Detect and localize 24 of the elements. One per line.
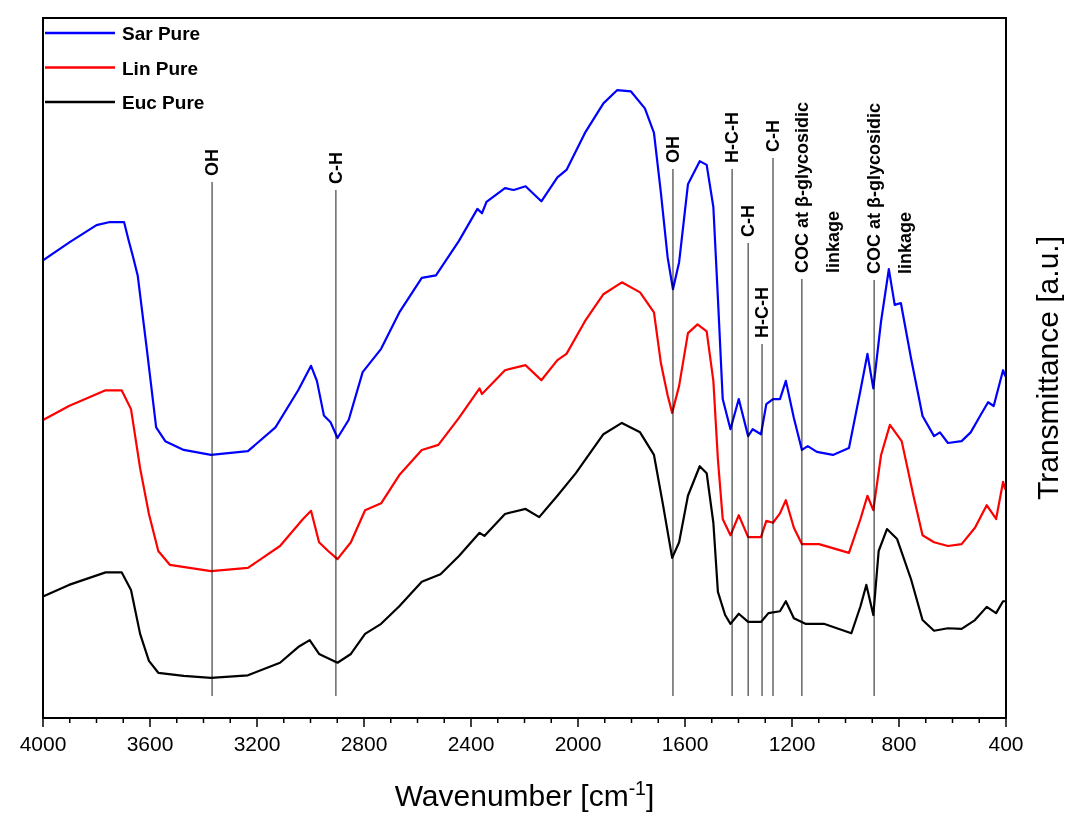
x-tick-label: 3200 bbox=[233, 732, 281, 755]
x-tick-label: 2000 bbox=[554, 732, 602, 755]
legend-label: Euc Pure bbox=[122, 92, 205, 113]
ref-line-label: H-C-H bbox=[722, 112, 743, 163]
ref-line-label: OH bbox=[662, 136, 683, 163]
ref-line-label: COC at β-glycosidic linkage bbox=[791, 101, 843, 273]
x-tick-label: 2400 bbox=[447, 732, 495, 755]
ref-line-label: H-C-H bbox=[752, 287, 773, 338]
y-axis-title: Transmittance [a.u.] bbox=[1031, 236, 1064, 500]
x-tick-label: 3600 bbox=[126, 732, 174, 755]
ref-line-label: C-H bbox=[325, 152, 346, 184]
x-tick-label: 800 bbox=[881, 732, 917, 755]
legend-label: Sar Pure bbox=[122, 23, 201, 44]
x-tick-label: 4000 bbox=[19, 732, 67, 755]
x-tick-label: 400 bbox=[988, 732, 1024, 755]
x-tick-label: 1600 bbox=[661, 732, 709, 755]
ref-line-label: COC at β-glycosidic linkage bbox=[864, 102, 916, 274]
x-tick-label: 2800 bbox=[340, 732, 388, 755]
x-axis-title: Wavenumber [cm$^{-1}$] bbox=[394, 777, 655, 812]
ref-line-label: C-H bbox=[738, 205, 759, 237]
ref-line-label: C-H bbox=[763, 120, 784, 152]
x-tick-label: 1200 bbox=[768, 732, 816, 755]
ref-line-label: OH bbox=[202, 149, 223, 176]
legend-label: Lin Pure bbox=[122, 57, 199, 79]
